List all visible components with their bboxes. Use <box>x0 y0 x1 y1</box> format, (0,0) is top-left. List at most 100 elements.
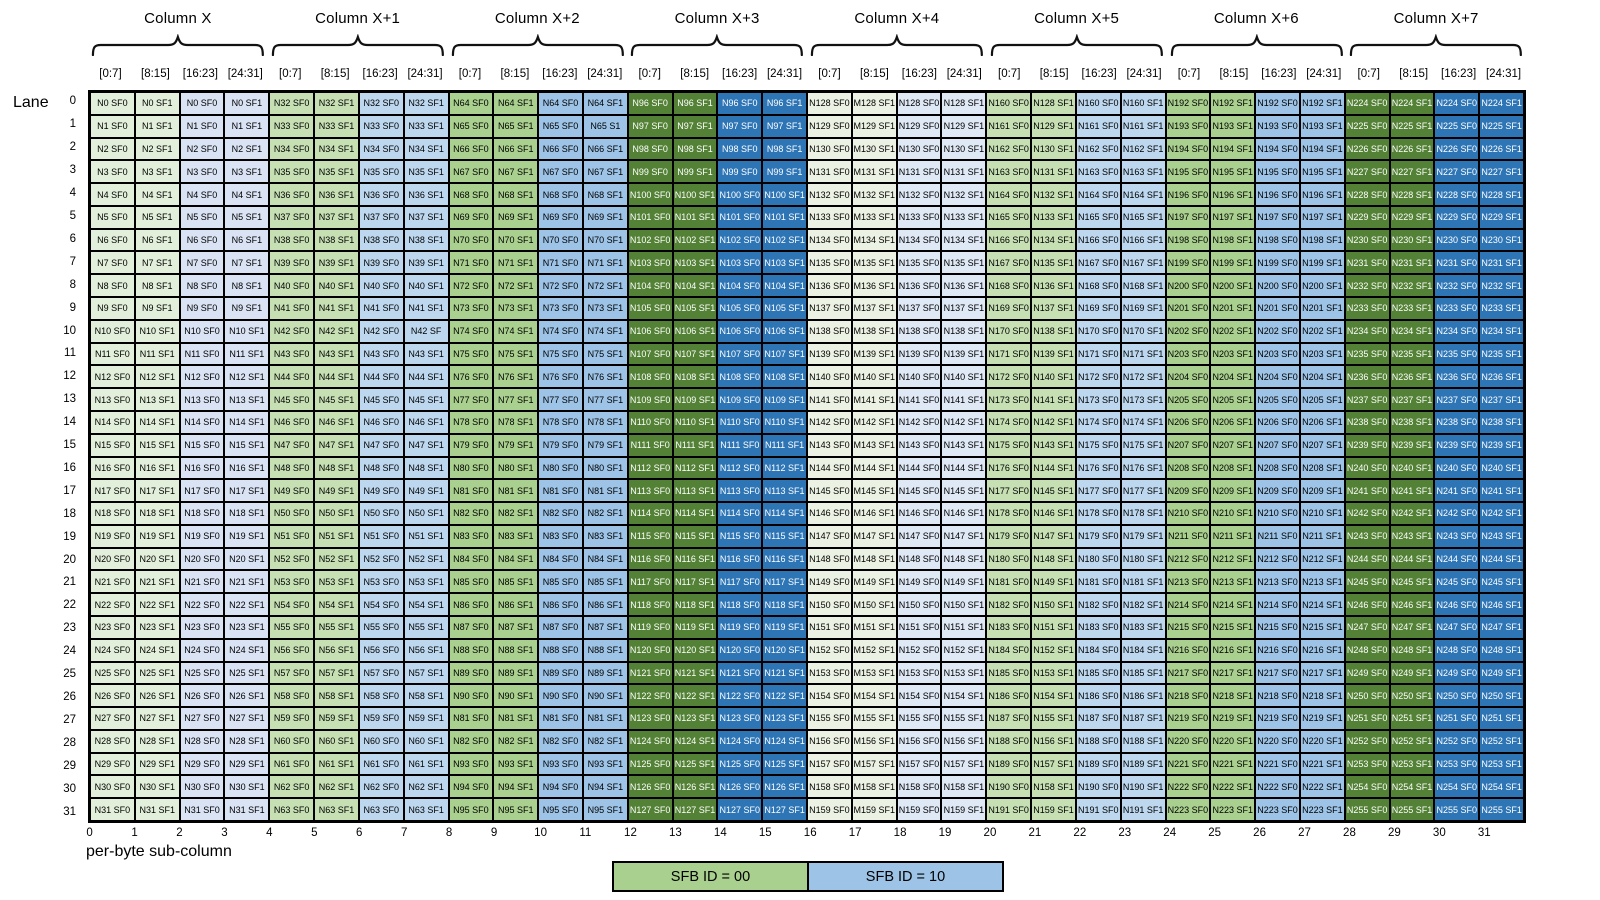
byte-subcolumn-number: 12 <box>624 827 637 839</box>
grid-cell: N251 SF0 <box>1344 707 1390 730</box>
grid-cell: N118 SF1 <box>762 593 807 616</box>
grid-cell: N2 SF0 <box>90 137 135 161</box>
grid-cell: N74 SF0 <box>538 319 583 343</box>
grid-cell: M132 SF1 <box>851 183 897 206</box>
grid-cell: N193 SF1 <box>1210 114 1256 138</box>
grid-cell: N207 SF0 <box>1165 433 1211 457</box>
grid-cell: N231 SF1 <box>1479 251 1524 275</box>
grid-cell: N184 SF0 <box>986 638 1032 662</box>
grid-cell: N47 SF0 <box>269 433 315 457</box>
grid-cell: N37 SF1 <box>314 205 359 229</box>
grid-cell: N231 SF1 <box>1389 251 1435 275</box>
grid-cell: N104 SF1 <box>762 274 807 298</box>
grid-cell: N59 SF1 <box>403 707 449 730</box>
grid-cell: N105 SF0 <box>717 297 763 320</box>
grid-cell: N213 SF1 <box>1210 570 1256 594</box>
grid-cell: N42 SF0 <box>269 319 315 343</box>
grid-cell: N214 SF0 <box>1165 593 1211 616</box>
grid-cell: N56 SF1 <box>403 638 449 662</box>
grid-cell: N183 SF1 <box>1120 615 1166 639</box>
grid-cell: N159 SF0 <box>896 798 942 821</box>
grid-cell: M156 SF1 <box>851 729 897 753</box>
grid-cell: N178 SF0 <box>1075 502 1121 525</box>
grid-cell: N196 SF1 <box>1299 183 1345 206</box>
grid-cell: N25 SF0 <box>179 661 225 685</box>
lane-number: 20 <box>63 553 76 566</box>
grid-cell: N87 SF0 <box>538 615 583 639</box>
grid-cell: N145 SF1 <box>1031 479 1076 503</box>
grid-cell: N44 SF0 <box>269 365 315 389</box>
grid-cell: N130 SF0 <box>896 137 942 161</box>
byte-subcolumn-number: 25 <box>1208 827 1222 839</box>
grid-cell: M154 SF1 <box>851 684 897 708</box>
lane-numbers: 0 1 2 3 4 5 6 7 8 9 10 11 12 13 14 15 16 17 18 19 20 21 22 23 24… <box>48 90 78 823</box>
grid-cell: N107 SF0 <box>627 342 673 366</box>
grid-cell: N79 SF1 <box>493 433 539 457</box>
grid-cell: N73 SF0 <box>448 297 494 320</box>
byte-subcolumn-number: 9 <box>490 827 498 839</box>
grid-cell: N140 SF0 <box>896 365 942 389</box>
grid-cell: N242 SF0 <box>1344 502 1390 525</box>
grid-cell: N109 SF0 <box>717 388 763 411</box>
grid-cell: N185 SF1 <box>1120 661 1166 685</box>
grid-cell: N32 SF0 <box>358 92 404 115</box>
grid-cell: N252 SF0 <box>1434 729 1480 753</box>
grid-cell: N3 SF0 <box>179 160 225 184</box>
grid-cell: N34 SF0 <box>269 137 315 161</box>
grid-cell: N76 SF0 <box>448 365 494 389</box>
grid-cell: N219 SF1 <box>1210 707 1256 730</box>
grid-cell: N93 SF1 <box>493 752 539 776</box>
grid-cell: N131 SF0 <box>896 160 942 184</box>
grid-cell: N27 SF0 <box>179 707 225 730</box>
grid-cell: N72 SF1 <box>582 274 628 298</box>
grid-cell: N211 SF1 <box>1210 524 1256 548</box>
grid-cell: N254 SF1 <box>1479 775 1524 799</box>
grid-cell: N88 SF0 <box>538 638 583 662</box>
grid-cell: N39 SF0 <box>358 251 404 275</box>
grid-cell: N76 SF1 <box>582 365 628 389</box>
grid-cell: N133 SF1 <box>941 205 987 229</box>
grid-cell: M128 SF1 <box>851 92 897 115</box>
grid-cell: N253 SF1 <box>1479 752 1524 776</box>
grid-cell: N113 SF0 <box>717 479 763 503</box>
grid-cell: N36 SF0 <box>269 183 315 206</box>
grid-cell: N34 SF1 <box>403 137 449 161</box>
grid-cell: N108 SF0 <box>717 365 763 389</box>
grid-cell: M153 SF1 <box>851 661 897 685</box>
grid-cell: N67 SF1 <box>582 160 628 184</box>
grid-cell: N168 SF1 <box>1120 274 1166 298</box>
grid-cell: N111 SF0 <box>627 433 673 457</box>
grid-cell: N112 SF0 <box>627 456 673 480</box>
grid-cell: N185 SF0 <box>986 661 1032 685</box>
grid-cell: M159 SF1 <box>851 798 897 821</box>
grid-cell: N141 SF1 <box>941 388 987 411</box>
lane-number: 19 <box>63 530 76 543</box>
grid-cell: N117 SF1 <box>762 570 807 594</box>
grid-cell: N232 SF0 <box>1434 274 1480 298</box>
grid-cell: N211 SF0 <box>1255 524 1300 548</box>
grid-cell: N43 SF0 <box>269 342 315 366</box>
lane-number: 22 <box>63 599 76 612</box>
grid-cell: N123 SF1 <box>762 707 807 730</box>
grid-cell: N113 SF0 <box>627 479 673 503</box>
grid-cell: N19 SF1 <box>224 524 270 548</box>
grid-cell: N197 SF1 <box>1299 205 1345 229</box>
grid-cell: N183 SF0 <box>1075 615 1121 639</box>
grid-cell: N236 SF1 <box>1479 365 1524 389</box>
grid-cell: N87 SF0 <box>448 615 494 639</box>
grid-cell: N54 SF0 <box>269 593 315 616</box>
grid-cell: N152 SF1 <box>941 638 987 662</box>
grid-cell: N225 SF1 <box>1389 114 1435 138</box>
grid-cell: N198 SF0 <box>1255 228 1300 252</box>
grid-cell: N101 SF1 <box>762 205 807 229</box>
grid-cell: N154 SF0 <box>807 684 852 708</box>
grid-cell: N200 SF0 <box>1255 274 1300 298</box>
byte-range-label: [0:7] <box>458 68 482 80</box>
grid-cell: N154 SF1 <box>941 684 987 708</box>
grid-cell: N189 SF1 <box>1120 752 1166 776</box>
overbrace-icon <box>631 34 804 56</box>
grid-cell: N131 SF1 <box>941 160 987 184</box>
grid-cell: N159 SF1 <box>1031 798 1076 821</box>
grid-cell: N57 SF0 <box>269 661 315 685</box>
grid-cell: N104 SF0 <box>627 274 673 298</box>
